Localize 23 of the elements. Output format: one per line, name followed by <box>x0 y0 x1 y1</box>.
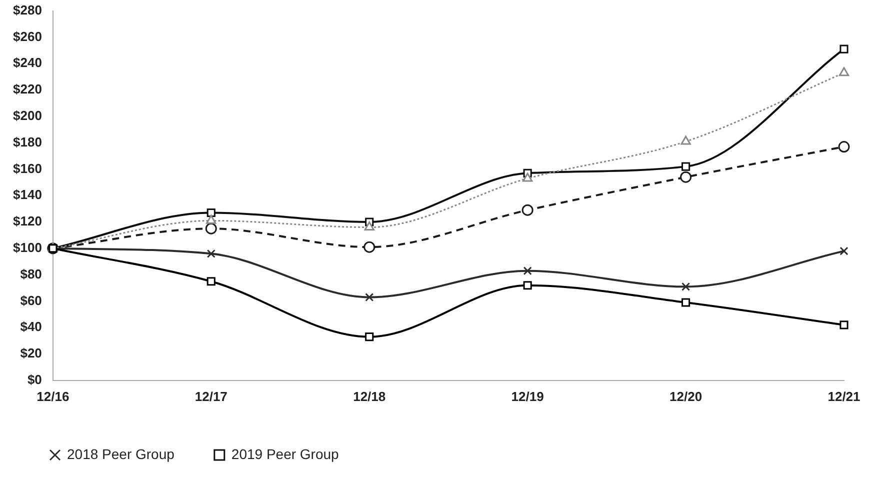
y-tick-label: $0 <box>27 372 42 387</box>
x-tick-label: 12/20 <box>670 388 702 404</box>
x-tick-label: 12/19 <box>511 388 544 404</box>
y-tick-label: $260 <box>13 28 42 44</box>
y-tick-label: $20 <box>20 346 42 361</box>
y-tick-label: $140 <box>13 187 42 202</box>
x-tick-label: 12/18 <box>353 388 386 404</box>
y-tick-label: $100 <box>13 240 42 255</box>
legend-label: 2019 Peer Group <box>231 446 340 462</box>
y-tick-label: $60 <box>20 292 42 308</box>
legend-label: 2018 Peer Group <box>67 446 175 462</box>
x-tick-label: 12/17 <box>194 388 228 404</box>
y-tick-label: $160 <box>13 160 42 176</box>
y-tick-label: $200 <box>13 108 42 123</box>
y-tick-label: $40 <box>20 319 42 334</box>
x-tick-label: 12/21 <box>828 388 860 404</box>
y-tick-label: $220 <box>13 82 42 97</box>
y-tick-label: $280 <box>13 2 42 18</box>
y-tick-label: $240 <box>13 55 42 70</box>
y-tick-label: $120 <box>13 214 42 229</box>
y-tick-label: $80 <box>20 266 42 282</box>
x-tick-label: 12/16 <box>36 388 70 404</box>
y-tick-label: $180 <box>13 134 42 150</box>
